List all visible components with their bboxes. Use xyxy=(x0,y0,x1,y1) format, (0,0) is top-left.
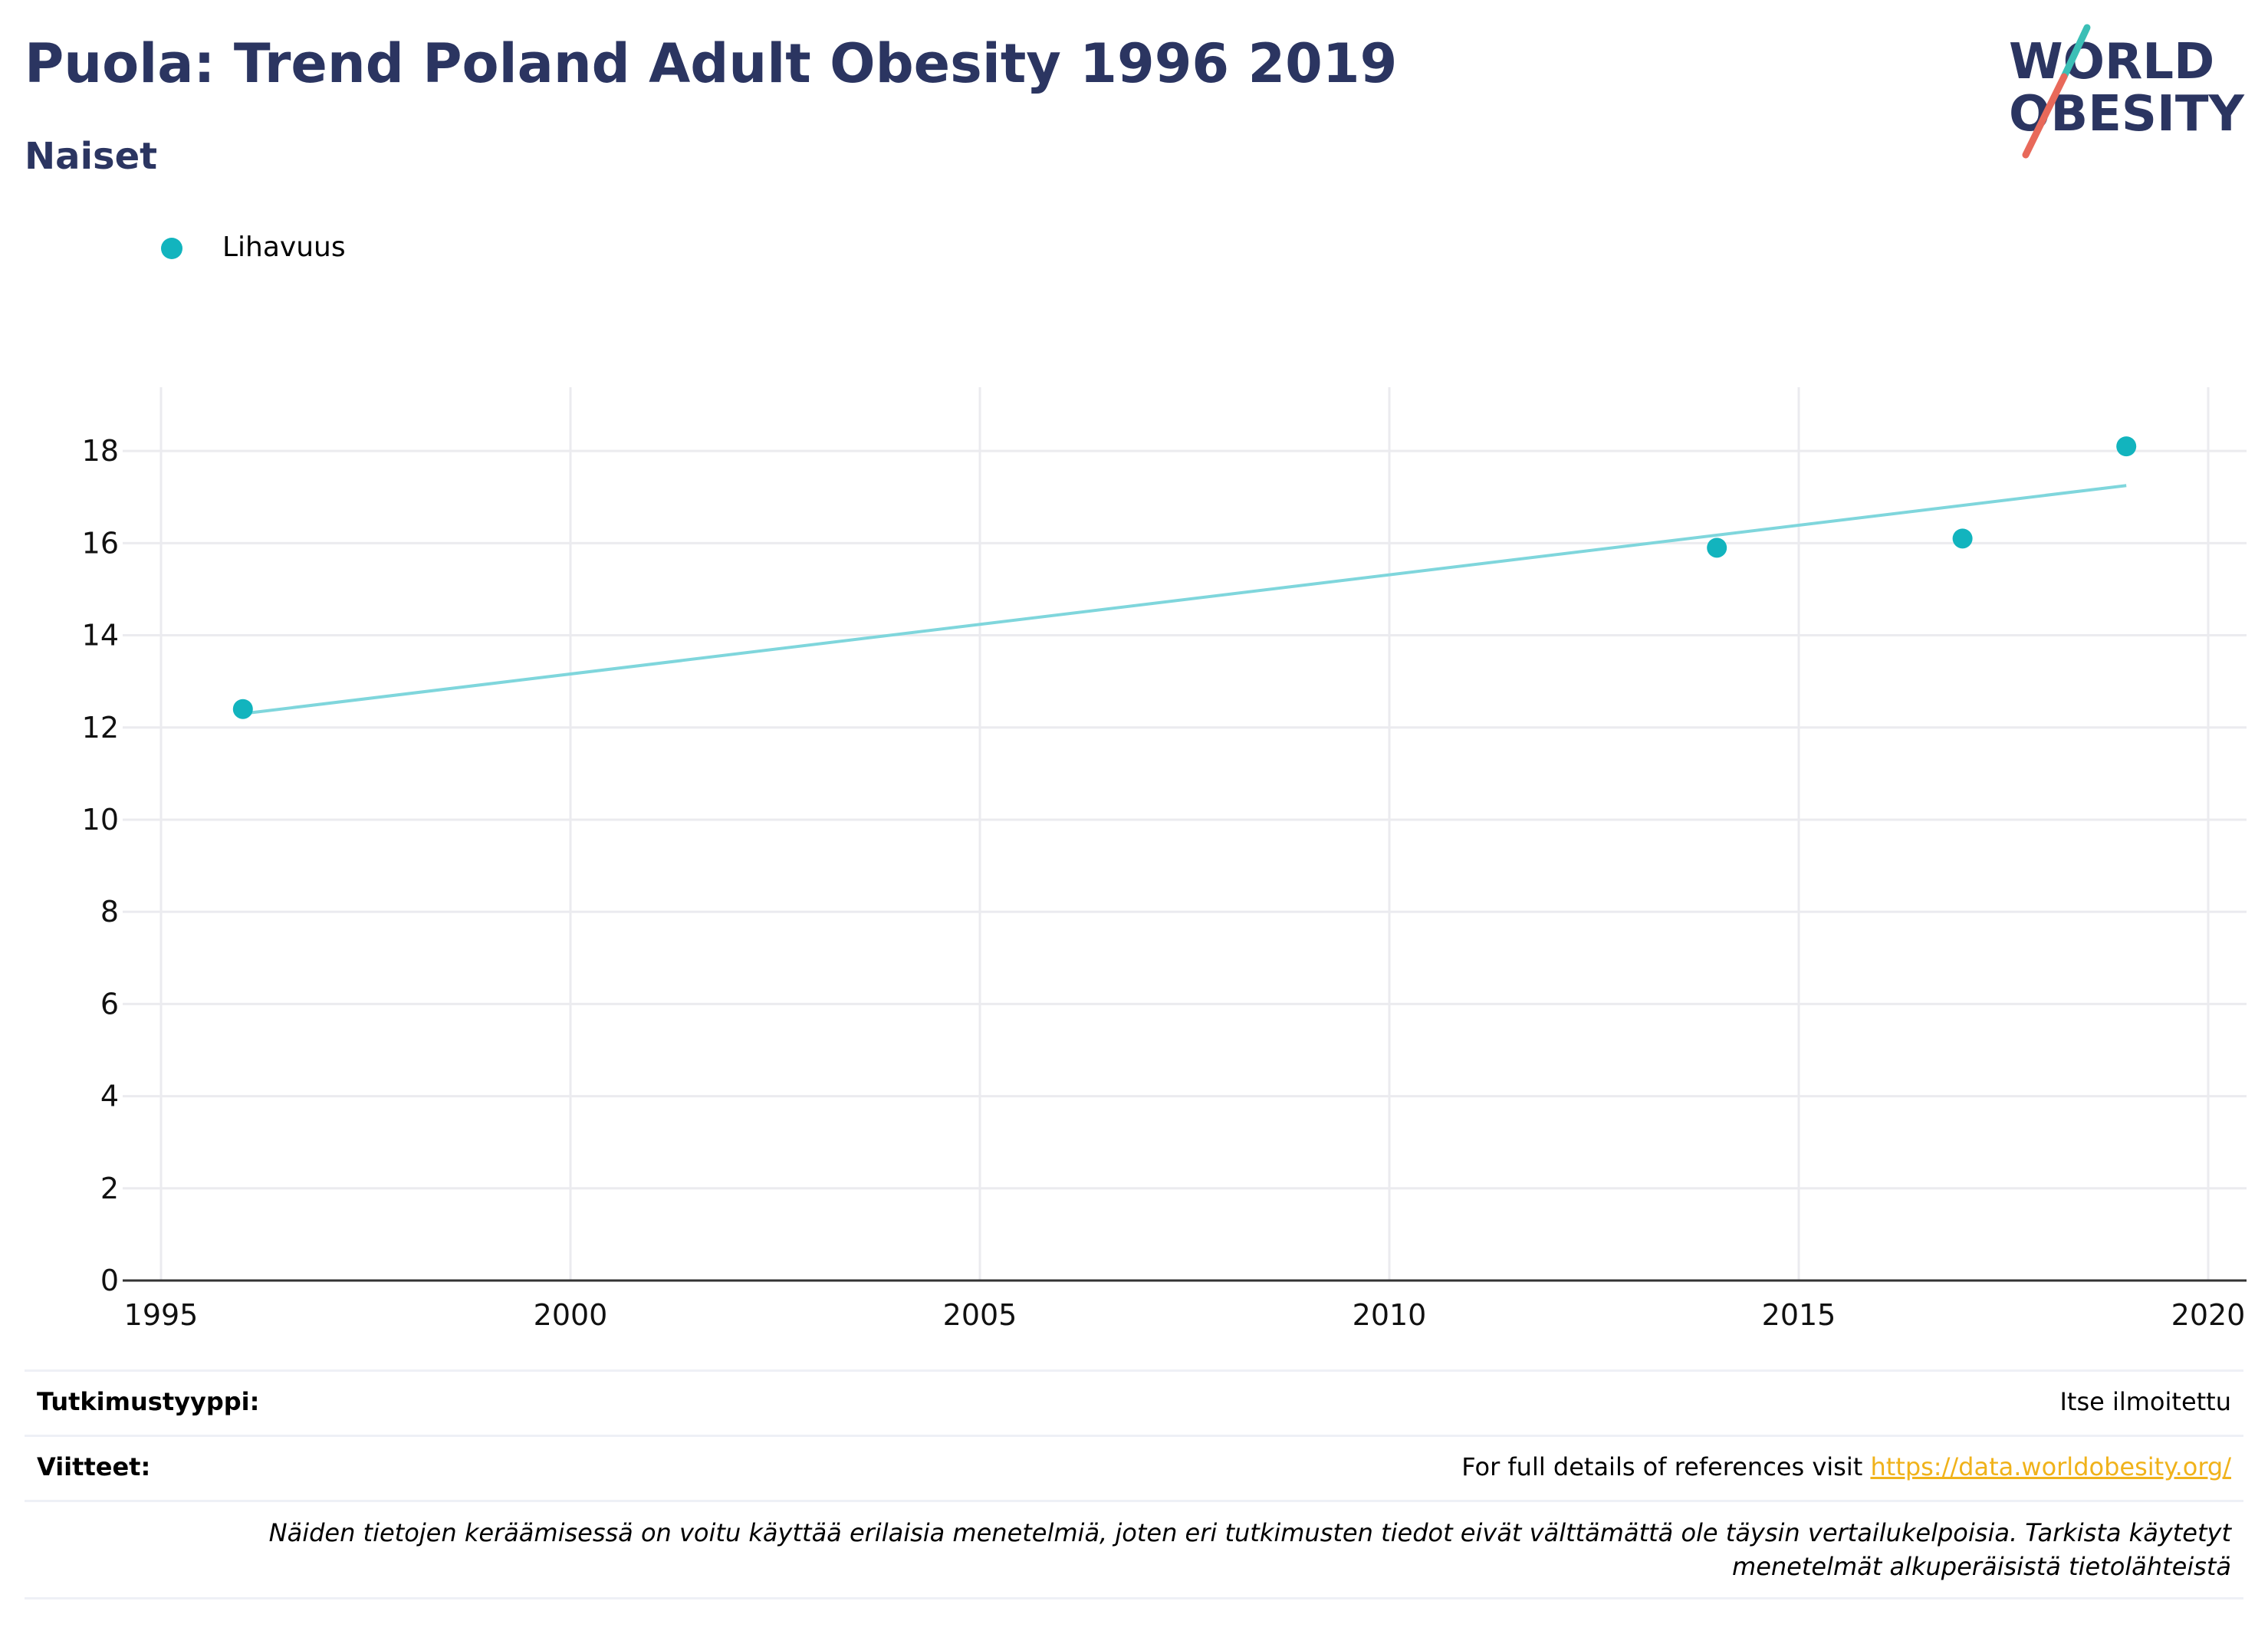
references-row: Viitteet: For full details of references… xyxy=(25,1437,2243,1502)
x-tick-label: 2020 xyxy=(2171,1298,2246,1332)
grid-lines xyxy=(123,387,2247,1281)
legend-label: Lihavuus xyxy=(222,232,346,263)
y-tick-label: 8 xyxy=(100,895,119,929)
data-point xyxy=(1952,528,1973,549)
y-tick-label: 10 xyxy=(82,803,119,837)
chart-subtitle: Naiset xyxy=(25,135,158,178)
data-point xyxy=(1707,538,1727,558)
y-tick-label: 12 xyxy=(82,711,119,745)
methodology-note: Näiden tietojen keräämisessä on voitu kä… xyxy=(268,1518,2231,1581)
x-tick-label: 2015 xyxy=(1762,1298,1836,1332)
trendline-group xyxy=(242,484,2127,715)
data-point xyxy=(232,699,253,719)
logo-slash-coral xyxy=(2022,73,2068,159)
study-type-value: Itse ilmoitettu xyxy=(2059,1387,2231,1416)
references-value: For full details of references visit htt… xyxy=(1461,1452,2231,1481)
chart-plot: 0 2 4 6 8 10 12 14 16 18 1995 2000 2005 2010 2015 2020 xyxy=(82,387,2247,1332)
note-row: Näiden tietojen keräämisessä on voitu kä… xyxy=(25,1502,2243,1599)
trendline xyxy=(242,484,2127,715)
y-tick-label: 4 xyxy=(100,1080,119,1113)
y-tick-label: 2 xyxy=(100,1172,119,1205)
study-type-row: Tutkimustyyppi: Itse ilmoitettu xyxy=(25,1372,2243,1437)
x-tick-label: 2010 xyxy=(1353,1298,1427,1332)
x-tick-label: 1995 xyxy=(124,1298,199,1332)
tick-labels: 0 2 4 6 8 10 12 14 16 18 1995 2000 2005 2010 2015 2020 xyxy=(82,434,2246,1332)
references-link[interactable]: https://data.worldobesity.org/ xyxy=(1870,1452,2231,1481)
y-tick-label: 14 xyxy=(82,619,119,653)
y-tick-label: 6 xyxy=(100,987,119,1021)
y-tick-label: 0 xyxy=(100,1264,119,1297)
x-tick-label: 2005 xyxy=(943,1298,1017,1332)
legend-marker xyxy=(161,238,182,259)
logo-slash-teal xyxy=(2060,24,2091,81)
world-obesity-logo: WORLD OBESITY xyxy=(2009,24,2244,159)
data-point xyxy=(2116,436,2137,457)
chart-title: Puola: Trend Poland Adult Obesity 1996 2… xyxy=(25,32,1398,95)
y-tick-label: 18 xyxy=(82,434,119,468)
references-label: Viitteet: xyxy=(37,1452,151,1481)
study-type-label: Tutkimustyyppi: xyxy=(37,1387,260,1416)
info-table: Tutkimustyyppi: Itse ilmoitettu Viitteet… xyxy=(25,1369,2243,1599)
references-text: For full details of references visit xyxy=(1461,1452,1871,1481)
data-points xyxy=(232,436,2137,719)
x-tick-label: 2000 xyxy=(534,1298,608,1332)
logo-text-world: WORLD xyxy=(2009,34,2214,90)
y-tick-label: 16 xyxy=(82,526,119,560)
